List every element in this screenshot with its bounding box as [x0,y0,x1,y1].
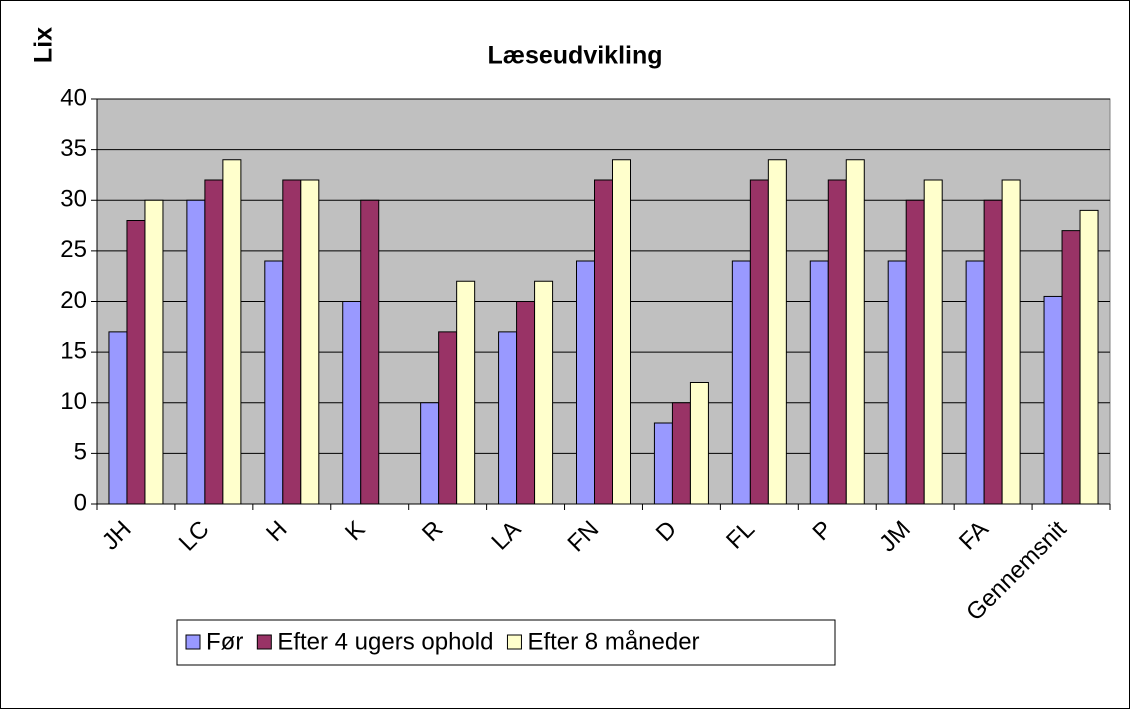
bar [576,260,595,505]
bar [887,260,907,505]
y-tick-label: 35 [60,135,87,162]
bar [456,280,476,505]
bar [438,331,458,505]
legend-swatch [185,634,201,650]
bar [809,260,829,505]
bar [204,179,224,505]
bar [594,179,613,505]
bar [498,331,518,505]
bar [1061,230,1081,505]
legend-swatch [256,634,272,650]
y-axis-label: Lix [30,27,58,63]
y-tick-label: 15 [60,337,87,364]
bar [923,179,943,505]
bar [222,159,242,505]
chart-title: Læseudvikling [487,42,662,70]
legend [176,619,836,666]
bar [653,422,673,505]
y-tick-label: 40 [60,84,87,111]
bar [749,179,769,505]
bar [264,260,284,505]
bar [144,199,164,505]
bar [983,199,1003,505]
legend-label: Efter 4 ugers ophold [277,628,493,655]
y-tick-label: 5 [74,439,87,466]
bar [360,199,380,505]
bar [126,220,146,505]
y-tick-label: 20 [60,287,87,314]
legend-swatch [506,634,522,650]
bar [186,199,206,505]
bar [827,179,847,505]
legend-label: Efter 8 måneder [527,628,699,655]
bar [1001,179,1021,505]
bar [845,159,865,505]
y-tick-label: 30 [60,186,87,213]
y-tick-label: 25 [60,236,87,263]
bar [342,301,362,505]
legend-label: Før [206,628,243,655]
bar [300,179,320,505]
bar [905,199,925,505]
bar [516,301,536,505]
bar [671,402,691,505]
bar [420,402,440,505]
bar [108,331,128,505]
y-tick-label: 10 [60,388,87,415]
bar [282,179,302,505]
y-tick-label: 0 [74,489,87,516]
bar [767,159,787,505]
bar [965,260,985,505]
bar [1043,295,1063,505]
bar [534,280,554,505]
bar [731,260,751,505]
bar [612,159,631,505]
bar [1079,209,1099,505]
bar [689,382,709,505]
